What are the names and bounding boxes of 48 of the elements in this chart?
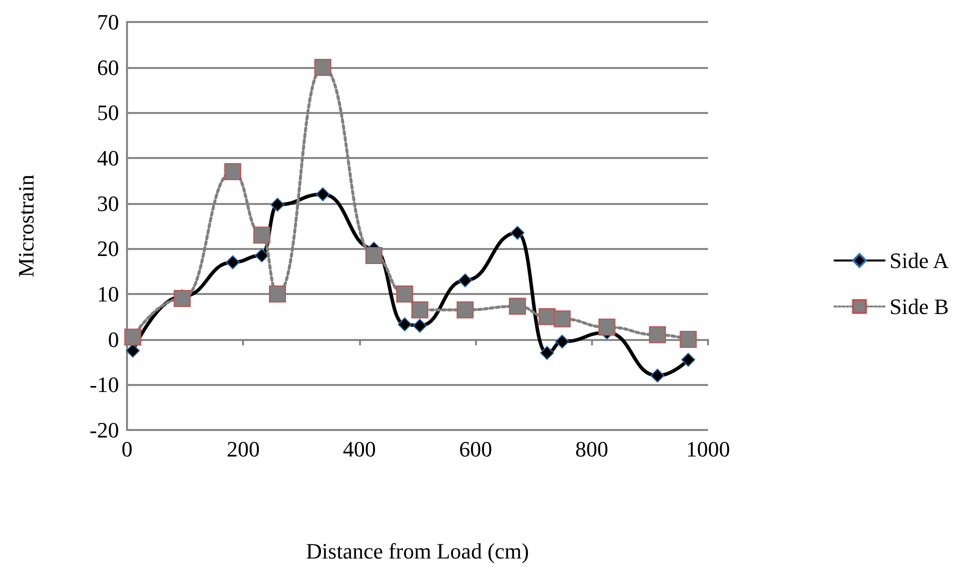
x-tick-label: 200 <box>226 436 260 462</box>
y-tick-label: 10 <box>97 282 119 306</box>
point <box>458 273 472 288</box>
point <box>540 346 554 360</box>
point <box>680 330 697 348</box>
point <box>538 308 556 326</box>
point <box>456 301 474 318</box>
point <box>314 58 332 76</box>
x-tick-label: 600 <box>459 436 492 462</box>
x-tick-label: 400 <box>342 436 376 462</box>
legend-label: Side B <box>890 294 949 319</box>
point <box>510 226 524 240</box>
y-tick-label: 20 <box>97 236 119 262</box>
x-tick-label: 1000 <box>686 436 730 462</box>
legend-label: Side A <box>890 248 949 273</box>
y-tick-label: 70 <box>97 10 119 34</box>
point <box>681 352 696 367</box>
point <box>253 226 270 244</box>
y-tick-label: -10 <box>90 372 119 398</box>
point <box>268 286 286 302</box>
point <box>126 344 140 358</box>
point <box>398 317 412 332</box>
point <box>411 301 428 318</box>
y-tick-label: 50 <box>97 100 119 126</box>
point <box>270 198 284 212</box>
point <box>124 328 142 346</box>
y-tick-label: 0 <box>108 326 119 352</box>
point <box>650 368 664 383</box>
y-axis-title: Microstrain <box>14 174 38 278</box>
y-tick-label: 40 <box>97 146 119 170</box>
y-tick-label: 30 <box>97 190 119 216</box>
point <box>598 318 616 336</box>
point <box>396 286 414 302</box>
x-axis-title: Distance from Load (cm) <box>306 538 529 564</box>
point <box>226 255 240 270</box>
x-tick-label: 800 <box>575 436 608 462</box>
point <box>555 334 570 349</box>
point <box>554 310 571 328</box>
point <box>254 248 269 262</box>
y-tick-label: -20 <box>90 418 119 442</box>
point <box>174 290 191 308</box>
point <box>365 246 382 264</box>
point <box>508 298 526 315</box>
point <box>412 318 427 333</box>
point <box>316 187 330 202</box>
y-tick-label: 60 <box>97 54 119 80</box>
point <box>648 326 666 344</box>
point <box>224 163 242 180</box>
